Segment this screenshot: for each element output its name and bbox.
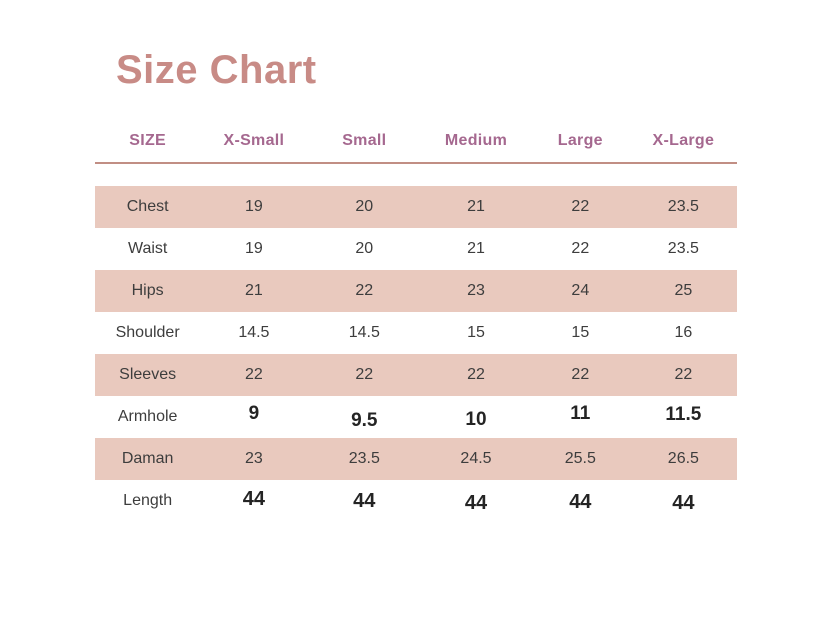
table-cell: 26.5 (667, 450, 699, 467)
table-cell: 23.5 (667, 198, 699, 215)
table-cell: 22 (244, 366, 263, 383)
row-label: Shoulder (115, 324, 180, 341)
table-cell: 22 (355, 366, 374, 383)
row-label: Daman (121, 450, 174, 467)
column-header-small: Small (307, 126, 422, 164)
table-cell: 9 (200, 396, 307, 438)
table-cell: 19 (244, 198, 263, 215)
cell-value: 11.5 (665, 404, 702, 425)
cell-value: 44 (569, 490, 592, 513)
cell-value: 44 (242, 487, 265, 510)
table-cell: 24.5 (460, 450, 492, 467)
table-row-sleeves: Sleeves 22 22 22 22 22 (95, 354, 737, 396)
cell-value: 9 (248, 403, 260, 424)
table-cell: 23.5 (348, 450, 380, 467)
table-cell: 11 (531, 396, 630, 438)
table-cell: 22 (571, 366, 590, 383)
page-title: Size Chart (116, 48, 317, 92)
cell-value: 11 (570, 403, 591, 424)
table-cell: 16 (674, 324, 693, 341)
table-row-daman: Daman 23 23.5 24.5 25.5 26.5 (95, 438, 737, 480)
table-cell: 44 (630, 480, 737, 522)
row-label: Waist (127, 240, 168, 257)
table-row-waist: Waist 19 20 21 22 23.5 (95, 228, 737, 270)
table-row-armhole: Armhole 9 9.5 10 11 11.5 (95, 396, 737, 438)
column-header-xlarge: X-Large (629, 126, 737, 164)
table-row-hips: Hips 21 22 23 24 25 (95, 270, 737, 312)
header-spacer (95, 163, 737, 186)
column-header-size: SIZE (95, 126, 201, 164)
table-cell: 23 (467, 282, 485, 299)
table-cell: 23.5 (667, 240, 699, 257)
table-cell: 15 (467, 324, 485, 341)
table-cell: 25.5 (564, 450, 596, 467)
table-cell: 23 (244, 450, 263, 467)
table-cell: 22 (674, 366, 693, 383)
table-cell: 20 (355, 240, 374, 257)
cell-value: 9.5 (351, 410, 378, 431)
table-cell: 20 (355, 198, 374, 215)
cell-value: 44 (353, 489, 376, 512)
row-label: Length (123, 492, 173, 509)
table-cell: 44 (200, 480, 307, 522)
table-cell: 22 (467, 366, 485, 383)
table-cell: 15 (571, 324, 590, 341)
table-cell: 44 (421, 480, 531, 522)
table-cell: 24 (571, 282, 590, 299)
table-cell: 11.5 (630, 396, 737, 438)
table-cell: 19 (244, 240, 263, 257)
table-cell: 44 (531, 480, 630, 522)
column-header-medium: Medium (421, 126, 531, 164)
table-cell: 44 (307, 480, 421, 522)
row-label: Hips (131, 282, 164, 299)
size-table: SIZE X-Small Small Medium Large X-Large … (95, 126, 737, 522)
column-header-large: Large (530, 126, 630, 164)
table-cell: 22 (571, 240, 590, 257)
cell-value: 10 (465, 409, 487, 430)
table-row-chest: Chest 19 20 21 22 23.5 (95, 186, 737, 228)
table-cell: 21 (244, 282, 263, 299)
column-header-xsmall: X-Small (200, 126, 308, 164)
row-label: Armhole (117, 408, 178, 425)
table-cell: 14.5 (238, 324, 270, 341)
row-label: Sleeves (119, 366, 177, 383)
table-row-length: Length 44 44 44 44 44 (95, 480, 737, 522)
table-header-row: SIZE X-Small Small Medium Large X-Large (95, 126, 737, 164)
table-cell: 21 (467, 240, 485, 257)
table-row-shoulder: Shoulder 14.5 14.5 15 15 16 (95, 312, 737, 354)
table-cell: 22 (355, 282, 374, 299)
table-cell: 14.5 (348, 324, 380, 341)
table-cell: 22 (571, 198, 590, 215)
table-cell: 25 (674, 282, 693, 299)
cell-value: 44 (672, 491, 695, 514)
cell-value: 44 (464, 491, 488, 514)
table-cell: 21 (467, 198, 485, 215)
table-cell: 10 (421, 396, 531, 438)
table-cell: 9.5 (307, 396, 421, 438)
row-label: Chest (126, 198, 169, 215)
